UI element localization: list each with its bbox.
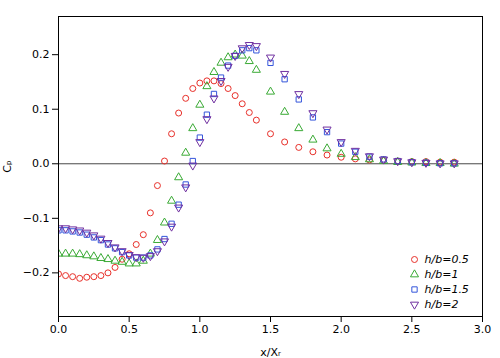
svg-text:2.0: 2.0 — [332, 323, 350, 336]
svg-text:1.5: 1.5 — [262, 323, 280, 336]
svg-text:0.1: 0.1 — [32, 103, 50, 116]
svg-text:3.0: 3.0 — [474, 323, 492, 336]
svg-text:1.0: 1.0 — [191, 323, 209, 336]
svg-text:h/b=1.5: h/b=1.5 — [425, 283, 469, 296]
svg-text:0.5: 0.5 — [120, 323, 138, 336]
svg-text:h/b=2: h/b=2 — [425, 298, 459, 311]
svg-text:−0.2: −0.2 — [23, 266, 50, 279]
svg-text:−0.1: −0.1 — [23, 212, 50, 225]
svg-text:h/b=1: h/b=1 — [425, 268, 459, 281]
svg-text:2.5: 2.5 — [403, 323, 421, 336]
svg-text:0.0: 0.0 — [50, 323, 68, 336]
svg-text:Cₚ: Cₚ — [1, 160, 14, 173]
svg-text:x/Xᵣ: x/Xᵣ — [260, 346, 281, 358]
svg-text:h/b=0.5: h/b=0.5 — [425, 253, 469, 266]
svg-text:0.2: 0.2 — [32, 48, 50, 61]
svg-text:0.0: 0.0 — [32, 157, 50, 170]
